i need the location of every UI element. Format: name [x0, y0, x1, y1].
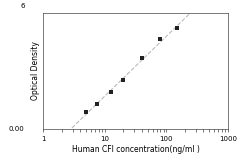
- Point: [84, 111, 88, 114]
- Point: [95, 103, 99, 106]
- Text: 0.00: 0.00: [9, 126, 25, 132]
- Point: [121, 79, 125, 81]
- Point: [158, 38, 162, 40]
- X-axis label: Human CFI concentration(ng/ml ): Human CFI concentration(ng/ml ): [72, 145, 199, 154]
- Y-axis label: Optical Density: Optical Density: [31, 42, 40, 100]
- Point: [175, 27, 179, 30]
- Text: 6: 6: [20, 3, 25, 9]
- Point: [140, 57, 144, 59]
- Point: [109, 91, 113, 93]
